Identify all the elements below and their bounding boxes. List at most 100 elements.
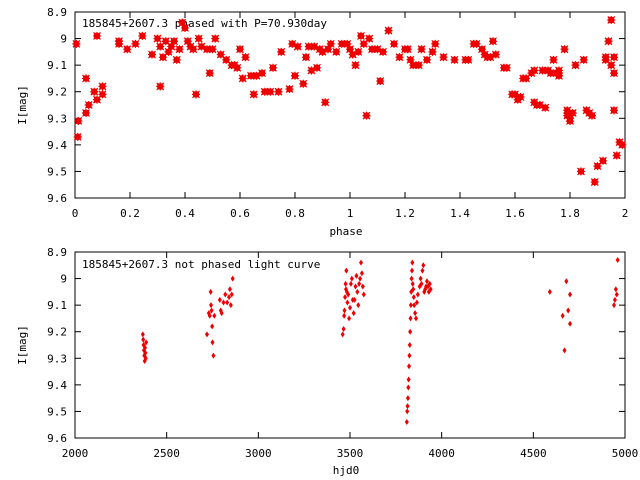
y-tick-label: 8.9 xyxy=(47,6,67,19)
data-point xyxy=(511,90,519,99)
data-point xyxy=(411,294,416,301)
data-point xyxy=(571,61,580,70)
data-point xyxy=(408,302,413,309)
data-point xyxy=(249,90,258,99)
data-point xyxy=(299,79,308,88)
data-point xyxy=(205,69,214,78)
data-point xyxy=(98,82,107,91)
data-point xyxy=(313,63,321,72)
data-point xyxy=(348,280,353,287)
data-point xyxy=(203,45,211,54)
data-point xyxy=(192,90,200,99)
data-point xyxy=(566,114,574,123)
data-point xyxy=(359,259,363,266)
data-point xyxy=(230,275,235,282)
y-axis-label: I[mag] xyxy=(16,325,29,365)
data-points xyxy=(140,256,620,426)
data-point xyxy=(285,85,294,94)
data-points xyxy=(72,15,627,187)
x-ticks: 2000 2500 3000 3500 4000 4500 5000 xyxy=(62,252,639,460)
data-point xyxy=(211,352,216,359)
data-point xyxy=(209,302,214,309)
data-point xyxy=(564,278,569,285)
data-point xyxy=(210,339,215,346)
y-tick-label: 9.5 xyxy=(47,165,67,178)
data-point xyxy=(304,42,313,51)
data-point xyxy=(337,39,346,48)
y-ticks: 8.9 9 9.1 9.2 9.3 9.4 9.5 9.6 xyxy=(47,246,625,445)
x-tick-label: 4500 xyxy=(520,447,547,460)
plot-frame xyxy=(74,251,626,439)
data-point xyxy=(555,66,563,75)
data-point xyxy=(227,294,231,301)
data-point xyxy=(361,291,366,298)
data-point xyxy=(159,53,167,62)
data-point xyxy=(409,61,418,70)
data-point xyxy=(373,45,382,54)
data-point xyxy=(269,63,277,72)
data-point xyxy=(143,344,148,351)
data-point xyxy=(359,270,364,277)
data-point xyxy=(615,256,620,263)
data-point xyxy=(560,312,565,319)
data-point xyxy=(415,291,420,298)
data-point xyxy=(197,42,206,51)
data-point xyxy=(236,45,244,54)
data-point xyxy=(98,90,107,99)
data-point xyxy=(423,55,431,64)
data-point xyxy=(407,363,412,370)
data-point xyxy=(414,315,418,322)
data-point xyxy=(568,108,577,117)
data-point xyxy=(419,280,424,287)
data-point xyxy=(144,339,149,346)
data-point xyxy=(412,302,417,309)
data-point xyxy=(167,42,176,51)
data-point xyxy=(613,286,618,293)
data-point xyxy=(343,294,348,301)
y-axis-label: I[mag] xyxy=(16,85,29,125)
data-point xyxy=(549,55,558,64)
data-point xyxy=(362,111,371,120)
data-point xyxy=(346,45,354,54)
data-point xyxy=(93,31,101,40)
data-point xyxy=(502,63,511,72)
data-point xyxy=(123,45,132,54)
data-point xyxy=(326,39,335,48)
x-tick-label: 1.4 xyxy=(450,207,470,220)
data-point xyxy=(318,47,327,56)
data-point xyxy=(342,312,347,319)
y-tick-label: 9.3 xyxy=(47,112,67,125)
data-point xyxy=(410,259,415,266)
data-point xyxy=(140,331,145,338)
data-point xyxy=(178,18,187,27)
data-point xyxy=(212,312,217,319)
data-point xyxy=(252,71,261,80)
data-point xyxy=(357,31,365,40)
data-point xyxy=(288,39,297,48)
data-point xyxy=(321,98,330,107)
x-tick-label: 0.2 xyxy=(120,207,140,220)
data-point xyxy=(472,39,481,48)
data-point xyxy=(588,111,596,120)
data-point xyxy=(348,304,352,311)
data-point xyxy=(406,384,411,391)
data-point xyxy=(406,376,411,383)
x-tick-label: 1.2 xyxy=(395,207,415,220)
x-tick-label: 4000 xyxy=(428,447,455,460)
unphased-light-curve-panel: 185845+2607.3 not phased light curve hjd… xyxy=(16,246,638,477)
data-point xyxy=(208,45,217,54)
data-point xyxy=(417,45,426,54)
data-point xyxy=(141,336,146,343)
data-point xyxy=(568,320,572,327)
data-point xyxy=(225,299,230,306)
data-point xyxy=(390,39,398,48)
data-point xyxy=(216,50,225,59)
data-point xyxy=(489,37,497,46)
y-tick-label: 9.4 xyxy=(47,139,67,152)
data-point xyxy=(410,280,415,287)
x-tick-label: 5000 xyxy=(612,447,639,460)
data-point xyxy=(610,106,618,115)
data-point xyxy=(221,299,226,306)
data-point xyxy=(612,296,617,303)
data-point xyxy=(413,310,418,317)
